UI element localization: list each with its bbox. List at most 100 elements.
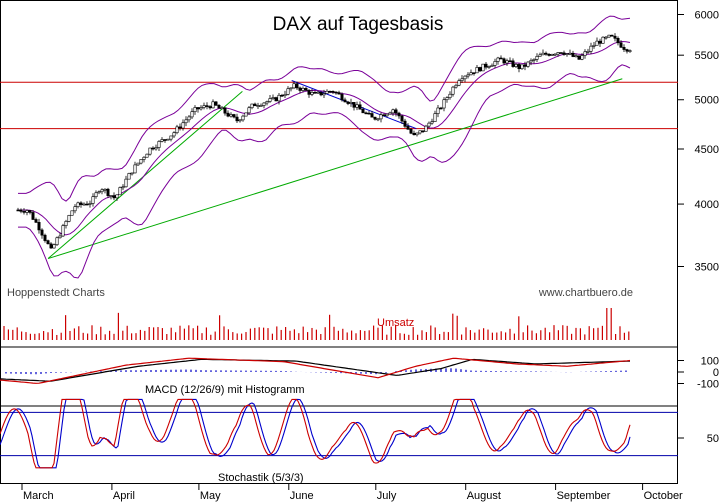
candle-body bbox=[151, 147, 155, 150]
candle-body bbox=[157, 141, 161, 148]
candle-body bbox=[625, 49, 629, 52]
candle-body bbox=[628, 50, 632, 52]
candle-body bbox=[415, 132, 419, 136]
candle-body bbox=[163, 139, 167, 141]
candle-body bbox=[190, 111, 194, 118]
candle-body bbox=[532, 59, 536, 61]
candle-body bbox=[559, 52, 563, 54]
candle-body bbox=[397, 112, 401, 117]
candle-body bbox=[535, 56, 539, 60]
candle-body bbox=[619, 42, 623, 48]
candle-body bbox=[241, 115, 245, 121]
candle-body bbox=[337, 92, 341, 95]
candle-body bbox=[25, 210, 29, 213]
macd-line bbox=[0, 357, 631, 384]
candle-body bbox=[319, 91, 323, 96]
candle-body bbox=[148, 147, 152, 155]
candle-body bbox=[91, 196, 95, 204]
candle-body bbox=[463, 75, 467, 80]
candle-body bbox=[70, 210, 74, 216]
candle-body bbox=[226, 112, 230, 117]
y-tick-label: 6000 bbox=[695, 10, 719, 22]
candle-body bbox=[217, 104, 221, 109]
candle-body bbox=[79, 202, 83, 205]
candle-body bbox=[139, 159, 143, 164]
candle-body bbox=[229, 114, 233, 117]
candle-body bbox=[307, 90, 311, 95]
candle-body bbox=[475, 67, 479, 74]
candle-body bbox=[427, 122, 431, 127]
x-tick-label: August bbox=[467, 490, 501, 502]
macd-y-tick-label: 100 bbox=[701, 356, 719, 368]
candle-body bbox=[574, 55, 578, 58]
candle-body bbox=[145, 153, 149, 158]
lower-band bbox=[18, 64, 631, 279]
candle-body bbox=[334, 91, 338, 94]
candle-body bbox=[604, 36, 608, 39]
candle-body bbox=[481, 63, 485, 72]
stochastic-panel bbox=[0, 398, 678, 469]
candle-body bbox=[301, 88, 305, 91]
x-tick-label: October bbox=[644, 490, 683, 502]
candle-body bbox=[577, 55, 581, 60]
candle-body bbox=[454, 84, 458, 88]
candle-body bbox=[313, 92, 317, 94]
candle-body bbox=[304, 88, 308, 91]
horizontal-lines bbox=[0, 81, 678, 130]
candle-body bbox=[322, 93, 326, 96]
candle-body bbox=[502, 58, 506, 64]
candle-body bbox=[433, 113, 437, 122]
candle-body bbox=[118, 187, 122, 196]
candle-body bbox=[100, 189, 104, 193]
candle-body bbox=[292, 83, 296, 89]
candle-body bbox=[571, 52, 575, 57]
candle-body bbox=[541, 52, 545, 56]
candle-body bbox=[274, 97, 278, 102]
candle-body bbox=[373, 116, 377, 120]
candle-body bbox=[310, 92, 314, 95]
candle-body bbox=[493, 61, 497, 66]
candle-body bbox=[616, 38, 620, 44]
y-tick-label: 4500 bbox=[695, 144, 719, 156]
candle-body bbox=[256, 105, 260, 107]
candle-body bbox=[223, 107, 227, 114]
candle-body bbox=[97, 191, 101, 194]
candle-body bbox=[358, 104, 362, 110]
volume-bars bbox=[3, 308, 630, 340]
candle-body bbox=[403, 120, 407, 127]
candle-body bbox=[136, 162, 140, 166]
candle-body bbox=[562, 52, 566, 55]
candle-body bbox=[439, 107, 443, 110]
candle-body bbox=[349, 102, 353, 104]
candle-body bbox=[565, 53, 569, 55]
x-tick-label: July bbox=[377, 490, 397, 502]
candle-body bbox=[49, 243, 53, 249]
candle-body bbox=[352, 102, 356, 108]
candle-body bbox=[553, 53, 557, 56]
candle-body bbox=[76, 202, 80, 207]
candle-body bbox=[244, 112, 248, 117]
candle-body bbox=[394, 109, 398, 114]
candle-body bbox=[325, 90, 329, 94]
candle-body bbox=[379, 114, 383, 120]
stoch-k-line bbox=[0, 398, 631, 469]
candle-body bbox=[124, 178, 128, 188]
candle-body bbox=[490, 65, 494, 67]
candle-body bbox=[31, 212, 35, 220]
candle-body bbox=[520, 64, 524, 70]
candle-body bbox=[526, 61, 530, 67]
candle-body bbox=[202, 105, 206, 108]
candle-body bbox=[448, 93, 452, 98]
source-right: www.chartbuero.de bbox=[538, 287, 633, 299]
source-left: Hoppenstedt Charts bbox=[7, 287, 105, 299]
candle-body bbox=[508, 60, 512, 63]
candle-body bbox=[442, 99, 446, 109]
candle-body bbox=[103, 188, 107, 191]
candle-body bbox=[214, 101, 218, 106]
candle-body bbox=[568, 52, 572, 55]
candle-body bbox=[121, 186, 125, 189]
candle-body bbox=[94, 192, 98, 197]
candle-body bbox=[37, 222, 41, 231]
candle-body bbox=[208, 106, 212, 109]
candle-body bbox=[127, 173, 131, 180]
